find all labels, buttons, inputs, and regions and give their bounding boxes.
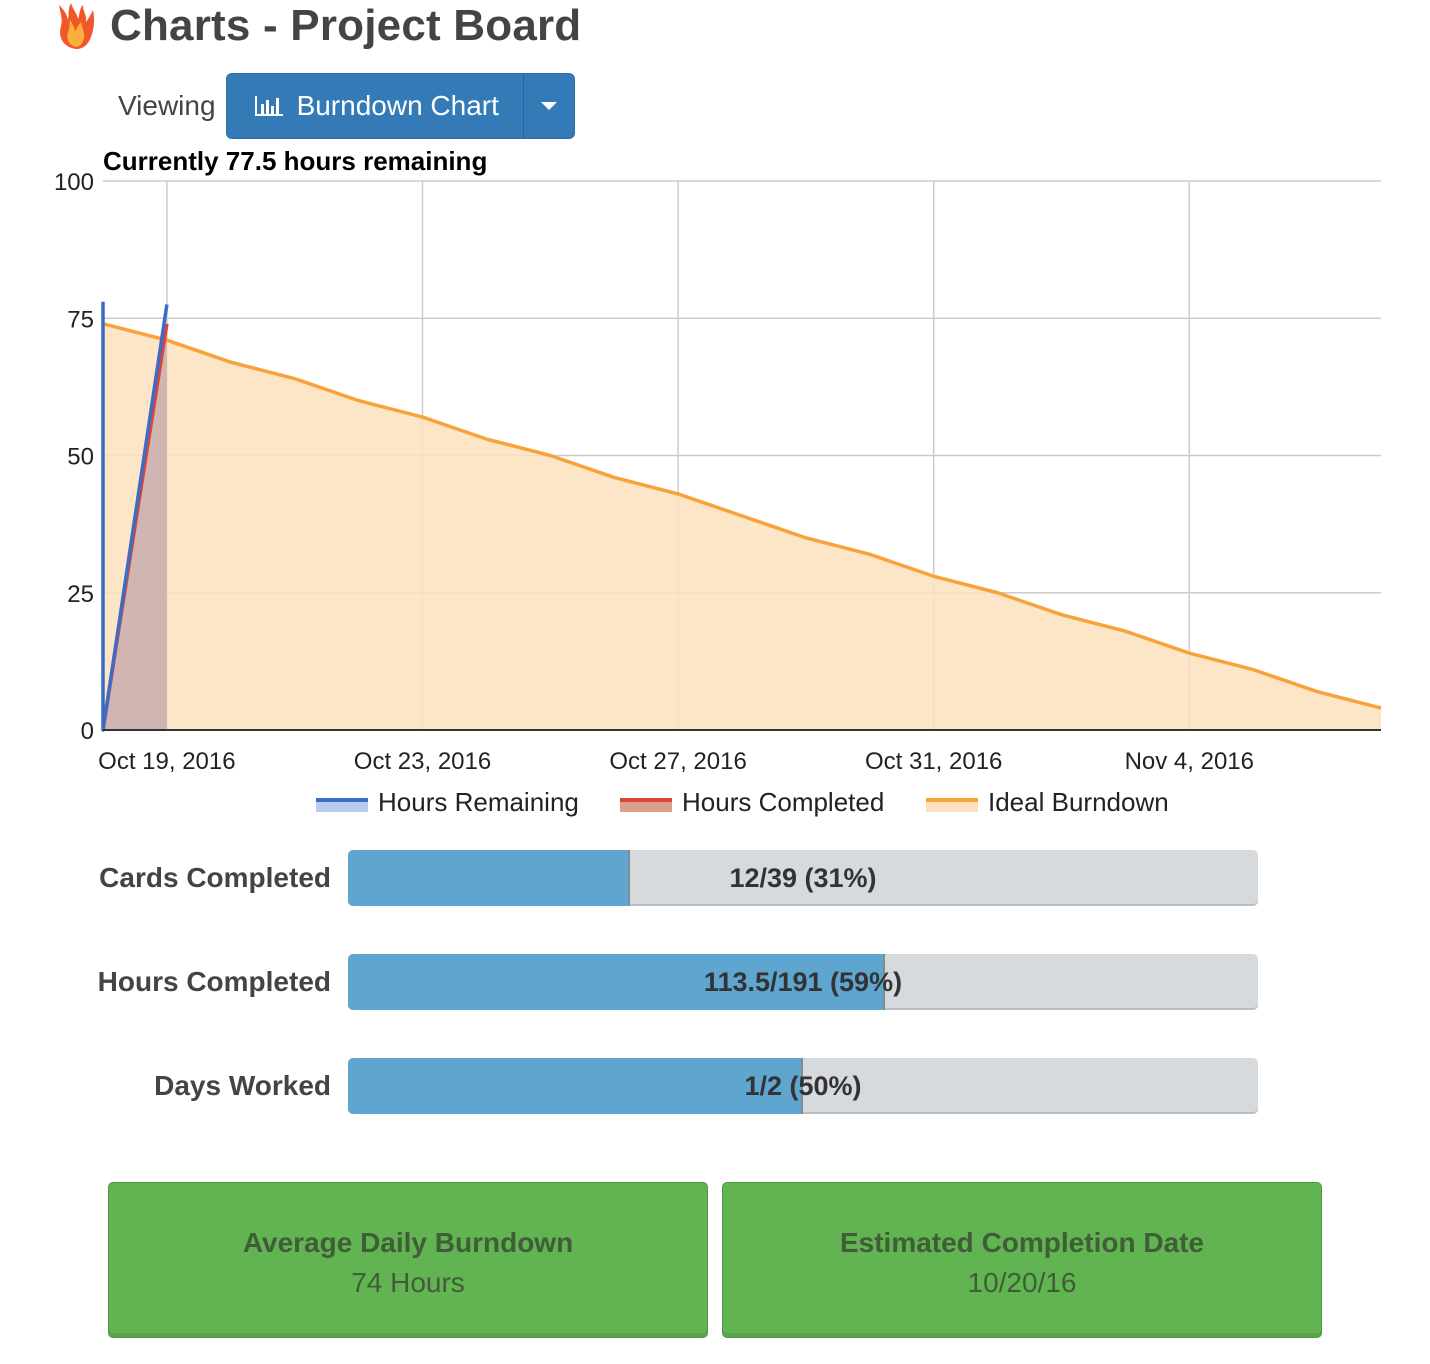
- panel-value: 10/20/16: [967, 1267, 1077, 1298]
- panel-title: Average Daily Burndown: [242, 1227, 574, 1258]
- flame-icon: [59, 3, 95, 49]
- hours-remaining-text: Currently 77.5 hours remaining: [103, 146, 488, 176]
- legend-swatch: [316, 800, 368, 812]
- chart-button-label: Burndown Chart: [296, 90, 499, 121]
- stat-label: Cards Completed: [99, 862, 331, 893]
- y-tick-label: 50: [67, 444, 94, 471]
- legend-label: Ideal Burndown: [988, 787, 1169, 817]
- legend-label: Hours Remaining: [378, 787, 579, 817]
- average-daily-burndown-panel: Average Daily Burndown 74 Hours: [108, 1182, 708, 1338]
- legend-label: Hours Completed: [682, 787, 884, 817]
- viewing-label: Viewing: [118, 90, 216, 121]
- caret-down-icon: [540, 102, 557, 110]
- progress-bar: 12/39 (31%): [348, 850, 1258, 906]
- progress-text: 113.5/191 (59%): [703, 967, 903, 997]
- chart-type-button-group: Burndown Chart: [225, 73, 575, 139]
- estimated-completion-panel: Estimated Completion Date 10/20/16: [722, 1182, 1322, 1338]
- progress-bar: 113.5/191 (59%): [348, 954, 1258, 1010]
- stat-label: Days Worked: [154, 1070, 331, 1101]
- panel-title: Estimated Completion Date: [839, 1227, 1205, 1258]
- series-line: [102, 322, 1382, 710]
- chart-type-dropdown-toggle[interactable]: [522, 74, 574, 138]
- stat-hours-completed: Hours Completed 113.5/191 (59%): [0, 954, 1430, 1010]
- x-tick-label: Oct 31, 2016: [865, 748, 1002, 775]
- burndown-chart: 0 25 50 75 100 Oct 19, 2016 Oct 23, 2016 Oct 27…: [54, 170, 1382, 817]
- progress-text: 1/2 (50%): [744, 1071, 862, 1101]
- stat-days-worked: Days Worked 1/2 (50%): [0, 1058, 1430, 1114]
- x-tick-label: Nov 4, 2016: [1125, 748, 1254, 775]
- panel-value: 74 Hours: [351, 1267, 465, 1298]
- series-area: [103, 301, 167, 730]
- x-tick-label: Oct 19, 2016: [98, 748, 235, 775]
- y-tick-label: 100: [54, 170, 94, 196]
- series-area: [103, 323, 1381, 730]
- legend-swatch: [620, 800, 672, 812]
- progress-fill: [348, 954, 885, 1010]
- y-tick-label: 75: [67, 306, 94, 333]
- x-tick-label: Oct 23, 2016: [354, 748, 491, 775]
- legend-swatch: [926, 800, 978, 812]
- page-header: Charts - Project Board: [56, 0, 581, 52]
- burndown-chart-button[interactable]: Burndown Chart: [227, 74, 523, 138]
- stat-cards-completed: Cards Completed 12/39 (31%): [0, 850, 1430, 906]
- progress-fill: [348, 850, 631, 906]
- progress-text: 12/39 (31%): [729, 863, 877, 893]
- bar-chart-icon: [254, 96, 283, 116]
- x-tick-label: Oct 27, 2016: [609, 748, 746, 775]
- progress-bar: 1/2 (50%): [348, 1058, 1258, 1114]
- progress-fill: [348, 1058, 803, 1114]
- view-selector: Viewing Burndown Chart: [118, 72, 575, 140]
- page-title: Charts - Project Board: [110, 1, 582, 50]
- y-tick-label: 0: [81, 718, 94, 745]
- stat-label: Hours Completed: [97, 966, 331, 997]
- y-tick-label: 25: [67, 581, 94, 608]
